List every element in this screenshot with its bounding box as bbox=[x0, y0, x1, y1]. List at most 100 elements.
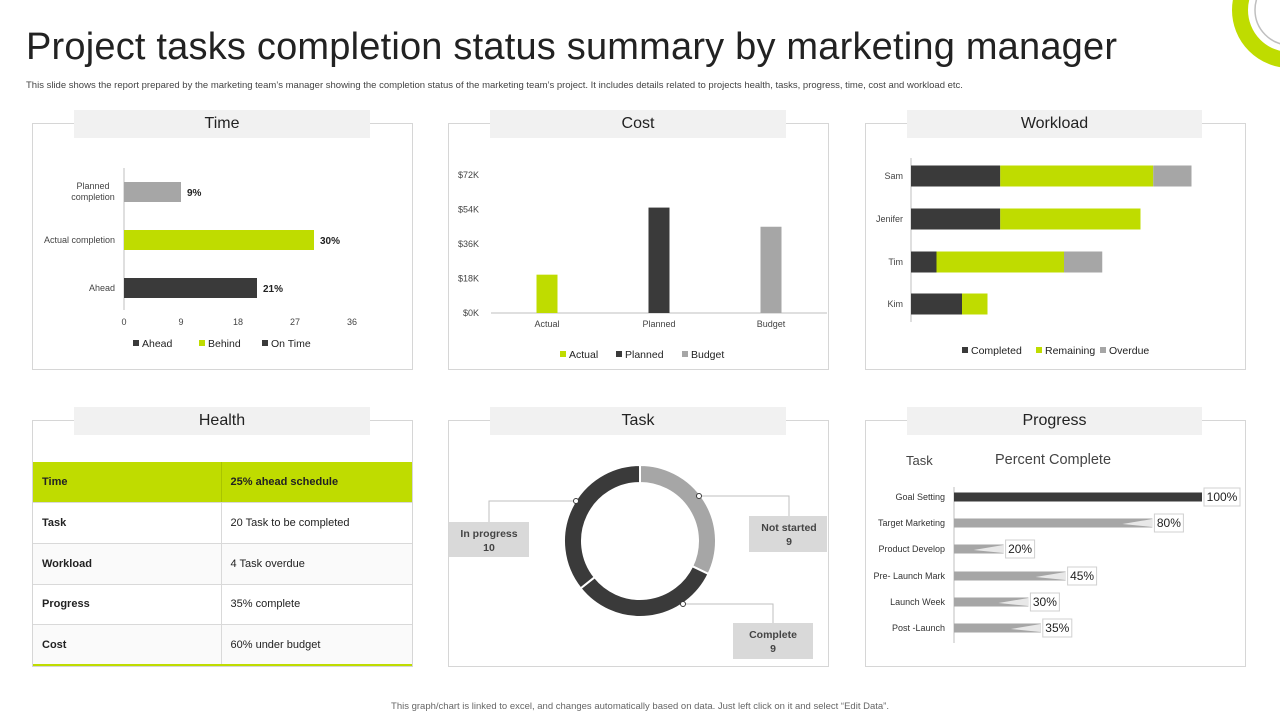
category-label: Product Develop bbox=[878, 544, 945, 554]
data-label: 30% bbox=[320, 236, 340, 247]
workload-panel-header: Workload bbox=[907, 110, 1202, 138]
data-label-name: In progress bbox=[460, 528, 517, 540]
task-chart: In progress 10 Not started 9 Complete 9 bbox=[449, 463, 827, 659]
health-label: Progress bbox=[33, 584, 222, 626]
bar bbox=[124, 182, 181, 202]
data-label: 9% bbox=[187, 188, 202, 199]
category-label: Launch Week bbox=[890, 597, 945, 607]
data-label: 21% bbox=[263, 284, 283, 295]
bar bbox=[124, 278, 257, 298]
leader-line bbox=[699, 495, 790, 516]
health-value: 35% complete bbox=[221, 584, 412, 626]
legend-swatch bbox=[682, 351, 688, 357]
progress-chart: Task Percent Complete Goal Setting 100% Targ… bbox=[873, 452, 1241, 643]
health-table: Time 25% ahead schedule Task 20 Task to … bbox=[33, 462, 412, 667]
x-tick-label: Budget bbox=[757, 319, 786, 329]
bar bbox=[954, 597, 1029, 607]
bar bbox=[954, 492, 1202, 502]
bar bbox=[536, 274, 558, 313]
health-panel-header: Health bbox=[74, 407, 370, 435]
legend-label: Remaining bbox=[1045, 345, 1095, 357]
x-tick-label: 0 bbox=[121, 317, 126, 327]
category-label: Planned bbox=[76, 181, 109, 191]
data-label-box bbox=[1203, 487, 1241, 507]
page-title: Project tasks completion status summary … bbox=[26, 26, 1118, 68]
y-tick-label: $54K bbox=[458, 205, 479, 215]
bar-highlight bbox=[1035, 572, 1066, 580]
x-tick-label: 27 bbox=[290, 317, 300, 327]
bar-segment bbox=[1064, 251, 1103, 273]
health-value: 4 Task overdue bbox=[221, 543, 412, 585]
progress-panel-header: Progress bbox=[907, 407, 1202, 435]
bar-segment bbox=[911, 165, 1001, 187]
leader-line bbox=[488, 500, 576, 522]
donut-slice bbox=[563, 463, 641, 590]
bar-segment bbox=[1153, 165, 1192, 187]
bar-segment bbox=[911, 208, 1001, 230]
health-row-progress: Progress 35% complete bbox=[33, 584, 412, 626]
category-label: Sam bbox=[884, 171, 903, 181]
chart-title: Percent Complete bbox=[995, 452, 1111, 468]
category-label: Tim bbox=[888, 257, 903, 267]
category-label: Post -Launch bbox=[892, 623, 945, 633]
data-label: 80% bbox=[1157, 516, 1181, 530]
legend-swatch bbox=[560, 351, 566, 357]
workload-chart: Sam Jenifer Tim Kim Completed Remaining Overdu… bbox=[876, 158, 1192, 357]
legend-label: On Time bbox=[271, 338, 311, 350]
bar-segment bbox=[911, 293, 962, 315]
legend-swatch bbox=[1100, 347, 1106, 353]
data-label-value: 9 bbox=[786, 536, 792, 548]
category-label: Pre- Launch Mark bbox=[873, 571, 945, 581]
data-label-name: Not started bbox=[761, 522, 816, 534]
x-tick-label: Actual bbox=[534, 319, 559, 329]
category-label: Kim bbox=[888, 299, 904, 309]
legend-label: Actual bbox=[569, 349, 598, 361]
y-tick-label: $0K bbox=[463, 308, 479, 318]
data-label: 35% bbox=[1045, 621, 1069, 635]
legend-label: Budget bbox=[691, 349, 724, 361]
legend-label: Overdue bbox=[1109, 345, 1149, 357]
legend-label: Ahead bbox=[142, 338, 173, 350]
data-label-value: 10 bbox=[483, 542, 495, 554]
health-label: Cost bbox=[33, 624, 222, 667]
legend-label: Completed bbox=[971, 345, 1022, 357]
legend-label: Behind bbox=[208, 338, 241, 350]
bar-segment bbox=[1000, 165, 1154, 187]
legend-label: Planned bbox=[625, 349, 664, 361]
data-label: 100% bbox=[1207, 490, 1238, 504]
y-tick-label: $72K bbox=[458, 170, 479, 180]
bar-segment bbox=[962, 293, 988, 315]
workload-panel bbox=[865, 123, 1246, 370]
health-row-workload: Workload 4 Task overdue bbox=[33, 543, 412, 585]
health-label: Time bbox=[33, 462, 222, 504]
bar-segment bbox=[936, 251, 1064, 273]
donut-slice bbox=[639, 463, 717, 576]
legend-swatch bbox=[616, 351, 622, 357]
data-label-box bbox=[733, 623, 813, 659]
health-value: 60% under budget bbox=[221, 624, 412, 667]
data-label-box bbox=[1067, 566, 1098, 586]
bar-highlight bbox=[973, 545, 1004, 553]
bar bbox=[124, 230, 314, 250]
bar bbox=[648, 207, 670, 313]
x-tick-label: 36 bbox=[347, 317, 357, 327]
data-label: 45% bbox=[1070, 569, 1094, 583]
task-panel-header: Task bbox=[490, 407, 786, 435]
health-label: Workload bbox=[33, 543, 222, 585]
cost-chart: $0K $18K $36K $54K $72K Actual Planned Budget Ac… bbox=[458, 170, 827, 361]
data-label: 20% bbox=[1008, 542, 1032, 556]
bar bbox=[760, 226, 782, 313]
leader-dot bbox=[696, 493, 702, 499]
legend-swatch bbox=[133, 340, 139, 346]
health-value: 25% ahead schedule bbox=[221, 462, 412, 504]
health-row-cost: Cost 60% under budget bbox=[33, 624, 412, 667]
legend-swatch bbox=[199, 340, 205, 346]
cost-panel-header: Cost bbox=[490, 110, 786, 138]
bar-highlight bbox=[1010, 624, 1041, 632]
x-tick-label: 18 bbox=[233, 317, 243, 327]
health-label: Task bbox=[33, 502, 222, 544]
legend-swatch bbox=[1036, 347, 1042, 353]
legend-swatch bbox=[962, 347, 968, 353]
bar bbox=[954, 571, 1066, 581]
